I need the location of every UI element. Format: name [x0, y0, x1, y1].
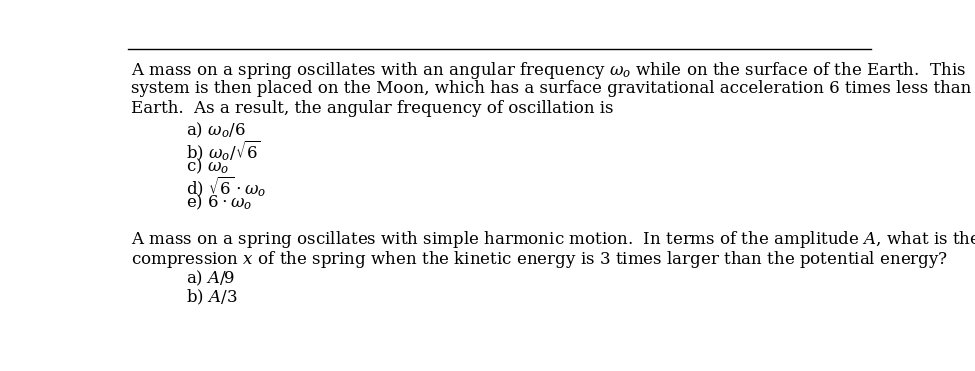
- Text: b) $A/3$: b) $A/3$: [186, 287, 238, 306]
- Text: b) $\omega_o/\sqrt{6}$: b) $\omega_o/\sqrt{6}$: [186, 138, 261, 162]
- Text: c) $\omega_o$: c) $\omega_o$: [186, 156, 229, 175]
- Text: a) $\omega_o/6$: a) $\omega_o/6$: [186, 120, 246, 139]
- Text: compression $x$ of the spring when the kinetic energy is 3 times larger than the: compression $x$ of the spring when the k…: [131, 249, 948, 270]
- Text: d) $\sqrt{6} \cdot \omega_o$: d) $\sqrt{6} \cdot \omega_o$: [186, 174, 266, 198]
- Text: A mass on a spring oscillates with simple harmonic motion.  In terms of the ampl: A mass on a spring oscillates with simpl…: [131, 229, 975, 250]
- Text: Earth.  As a result, the angular frequency of oscillation is: Earth. As a result, the angular frequenc…: [131, 100, 613, 117]
- Text: A mass on a spring oscillates with an angular frequency $\omega_o$ while on the : A mass on a spring oscillates with an an…: [131, 60, 966, 81]
- Text: e) $6 \cdot \omega_o$: e) $6 \cdot \omega_o$: [186, 192, 253, 211]
- Text: a) $A/9$: a) $A/9$: [186, 269, 235, 288]
- Text: system is then placed on the Moon, which has a surface gravitational acceleratio: system is then placed on the Moon, which…: [131, 80, 971, 97]
